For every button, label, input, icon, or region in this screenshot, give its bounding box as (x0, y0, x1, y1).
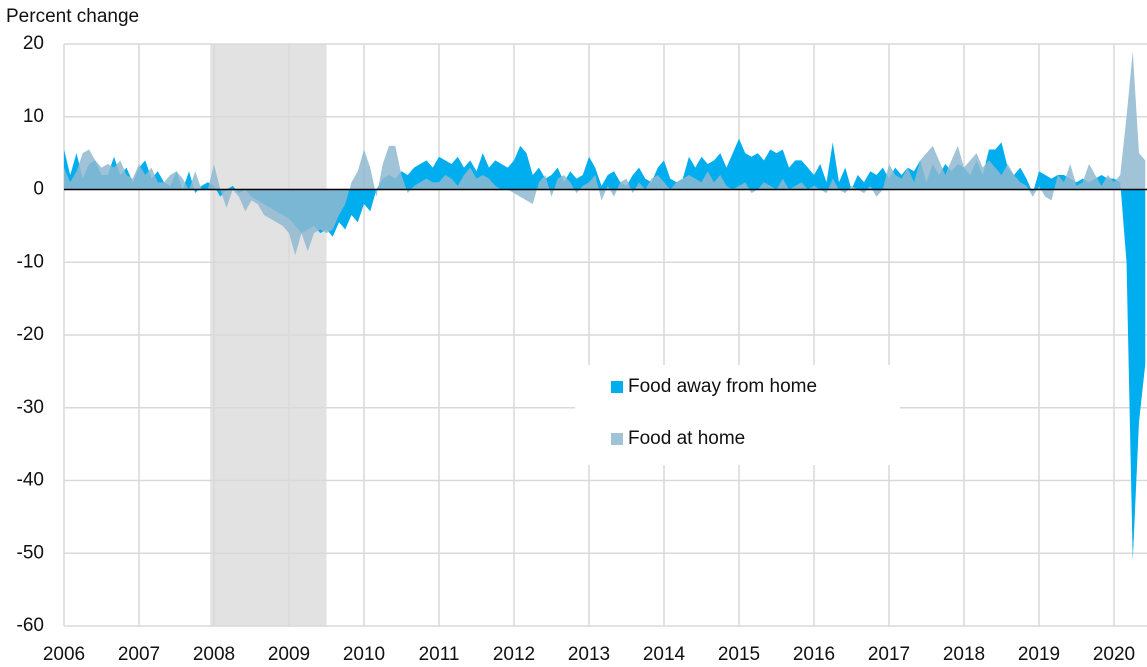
y-tick-label: -30 (17, 397, 44, 418)
x-tick-label: 2007 (118, 644, 160, 665)
y-tick-label: -60 (17, 615, 44, 636)
y-axis-label: Percent change (6, 6, 139, 27)
x-tick-label: 2018 (943, 644, 985, 665)
legend-label: Food away from home (628, 376, 817, 397)
x-tick-label: 2017 (868, 644, 910, 665)
x-tick-label: 2016 (793, 644, 835, 665)
x-tick-label: 2015 (718, 644, 760, 665)
x-tick-label: 2013 (568, 644, 610, 665)
y-tick-label: -20 (17, 324, 44, 345)
x-tick-label: 2014 (643, 644, 686, 665)
x-tick-label: 2019 (1018, 644, 1060, 665)
y-tick-label: -10 (17, 251, 44, 272)
x-tick-label: 2006 (43, 644, 85, 665)
x-tick-label: 2009 (268, 644, 310, 665)
x-tick-label: 2010 (343, 644, 385, 665)
legend-label: Food at home (628, 428, 745, 449)
x-tick-label: 2011 (419, 644, 460, 665)
x-tick-label: 2008 (193, 644, 235, 665)
legend-box (575, 365, 900, 465)
y-tick-label: 20 (23, 33, 44, 54)
y-tick-label: -50 (17, 542, 44, 563)
y-tick-label: 10 (23, 106, 44, 127)
y-tick-label: -40 (17, 470, 44, 491)
y-tick-label: 0 (33, 179, 44, 200)
x-tick-label: 2020 (1093, 644, 1135, 665)
legend-swatch (611, 433, 623, 445)
x-tick-label: 2012 (493, 644, 535, 665)
area (64, 138, 1146, 561)
legend-swatch (611, 381, 623, 393)
area (64, 51, 1146, 255)
